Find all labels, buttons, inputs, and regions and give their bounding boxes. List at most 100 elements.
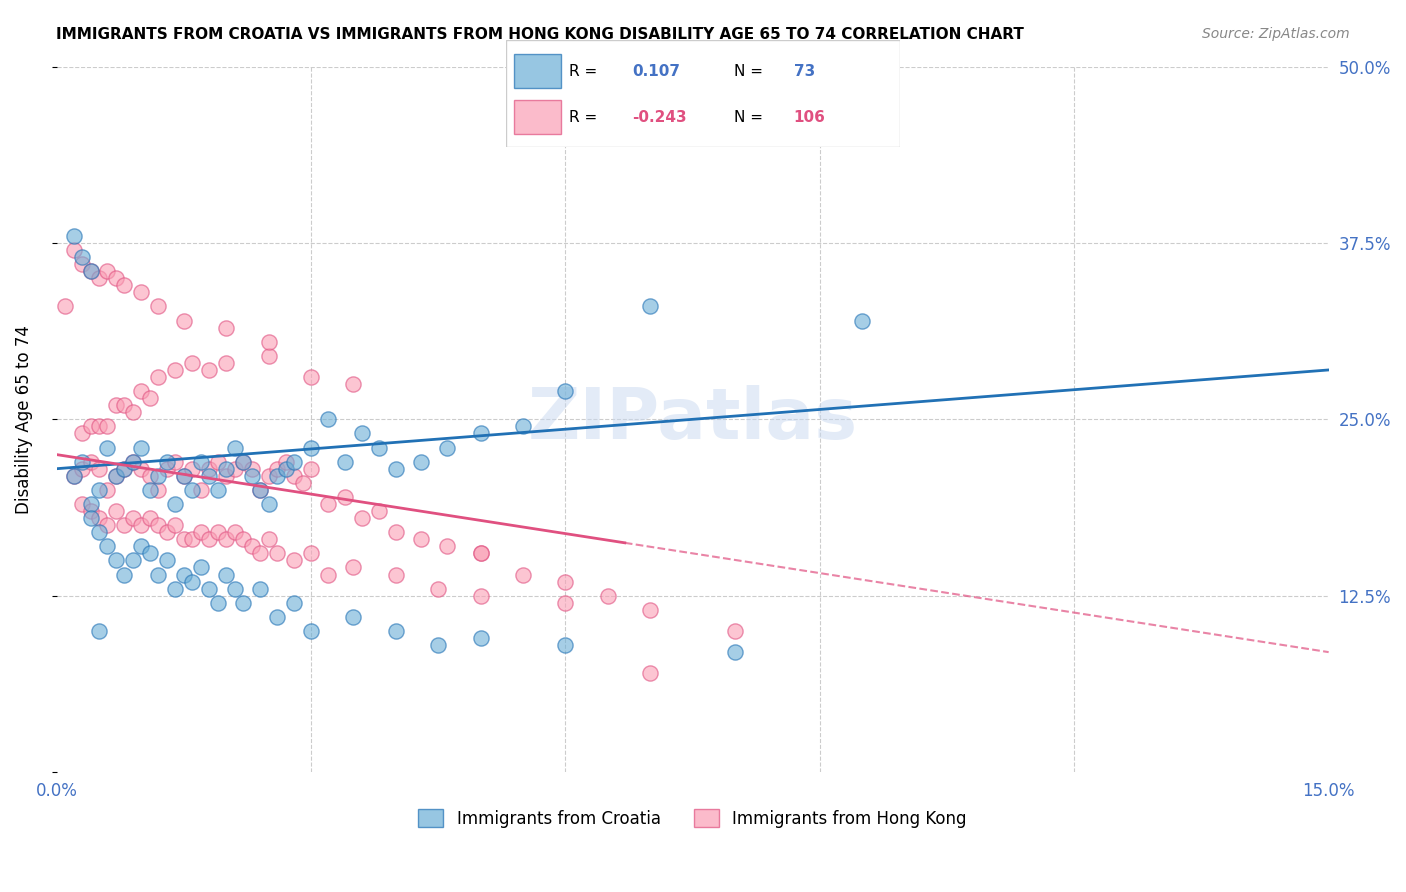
Point	[79, 455, 101, 469]
Point	[198, 582, 221, 596]
Point	[139, 546, 162, 560]
Point	[274, 455, 297, 469]
Point	[131, 461, 153, 475]
Point	[299, 546, 322, 560]
Point	[724, 645, 747, 659]
Point	[87, 483, 110, 497]
Point	[215, 356, 238, 370]
Point	[87, 525, 110, 540]
Point	[299, 370, 322, 384]
Point	[190, 483, 212, 497]
Point	[207, 525, 229, 540]
Point	[62, 468, 84, 483]
Point	[122, 511, 145, 525]
Point	[274, 461, 297, 475]
Point	[257, 349, 280, 363]
Text: Source: ZipAtlas.com: Source: ZipAtlas.com	[1202, 27, 1350, 41]
Point	[724, 624, 747, 638]
Point	[148, 370, 170, 384]
Point	[87, 461, 110, 475]
Point	[79, 504, 101, 518]
Point	[249, 483, 271, 497]
Point	[207, 455, 229, 469]
Point	[79, 264, 101, 278]
Point	[554, 384, 576, 398]
Point	[638, 666, 661, 681]
Point	[257, 468, 280, 483]
Point	[79, 264, 101, 278]
Point	[53, 300, 76, 314]
Point	[554, 596, 576, 610]
Point	[283, 468, 305, 483]
Point	[198, 468, 221, 483]
Point	[173, 468, 195, 483]
Point	[181, 356, 204, 370]
Point	[249, 483, 271, 497]
Point	[96, 419, 118, 434]
Point	[165, 582, 187, 596]
Point	[139, 511, 162, 525]
Point	[122, 405, 145, 419]
Point	[181, 461, 204, 475]
Point	[470, 546, 492, 560]
Point	[148, 300, 170, 314]
Point	[131, 539, 153, 553]
Point	[148, 483, 170, 497]
Text: 106: 106	[793, 110, 825, 125]
Point	[62, 243, 84, 257]
Point	[104, 271, 127, 285]
Point	[411, 455, 433, 469]
Point	[148, 468, 170, 483]
Point	[173, 533, 195, 547]
Point	[131, 518, 153, 533]
Text: ZIPatlas: ZIPatlas	[527, 384, 858, 454]
Point	[131, 384, 153, 398]
Point	[470, 546, 492, 560]
Point	[96, 264, 118, 278]
Point	[79, 419, 101, 434]
Point	[240, 461, 263, 475]
Point	[70, 257, 93, 271]
Point	[181, 483, 204, 497]
Point	[385, 567, 408, 582]
Point	[114, 278, 136, 293]
Text: N =: N =	[734, 110, 763, 125]
Point	[114, 518, 136, 533]
Point	[316, 497, 339, 511]
FancyBboxPatch shape	[515, 54, 561, 88]
Point	[198, 533, 221, 547]
Point	[266, 546, 288, 560]
Point	[215, 567, 238, 582]
Point	[232, 596, 254, 610]
Point	[638, 603, 661, 617]
Point	[283, 596, 305, 610]
Point	[165, 518, 187, 533]
Point	[198, 363, 221, 377]
Point	[266, 610, 288, 624]
Point	[240, 468, 263, 483]
Point	[70, 461, 93, 475]
Point	[173, 567, 195, 582]
Point	[156, 461, 179, 475]
Text: N =: N =	[734, 63, 763, 78]
Point	[266, 461, 288, 475]
Point	[427, 582, 450, 596]
Point	[512, 419, 534, 434]
Point	[224, 441, 246, 455]
Point	[224, 582, 246, 596]
Point	[62, 468, 84, 483]
Point	[299, 461, 322, 475]
Point	[173, 313, 195, 327]
Point	[104, 468, 127, 483]
Point	[266, 468, 288, 483]
Y-axis label: Disability Age 65 to 74: Disability Age 65 to 74	[15, 325, 32, 514]
Point	[70, 426, 93, 441]
Point	[232, 455, 254, 469]
Point	[156, 455, 179, 469]
Point	[215, 533, 238, 547]
Point	[470, 589, 492, 603]
Point	[249, 546, 271, 560]
Point	[79, 497, 101, 511]
Point	[156, 525, 179, 540]
Point	[249, 582, 271, 596]
